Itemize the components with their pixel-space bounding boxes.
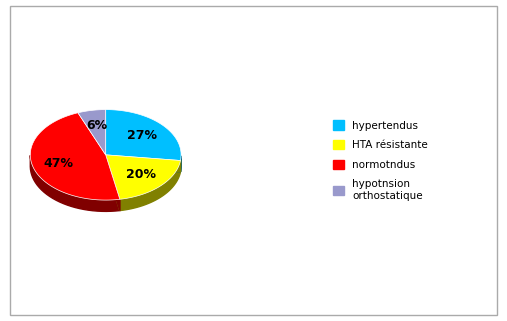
Polygon shape <box>105 155 180 199</box>
Text: 6%: 6% <box>86 119 107 133</box>
Polygon shape <box>105 155 180 172</box>
Polygon shape <box>30 113 120 200</box>
Polygon shape <box>180 156 181 172</box>
Polygon shape <box>105 155 180 172</box>
Polygon shape <box>105 155 120 211</box>
Polygon shape <box>78 109 105 155</box>
Polygon shape <box>105 155 120 211</box>
Text: 27%: 27% <box>127 129 158 142</box>
Legend: hypertendus, HTA résistante, normotndus, hypotnsion
orthostatique: hypertendus, HTA résistante, normotndus,… <box>329 116 432 205</box>
Polygon shape <box>105 109 181 160</box>
Text: 20%: 20% <box>126 169 157 181</box>
Text: 47%: 47% <box>44 157 74 169</box>
Polygon shape <box>120 160 180 211</box>
Polygon shape <box>30 155 120 212</box>
